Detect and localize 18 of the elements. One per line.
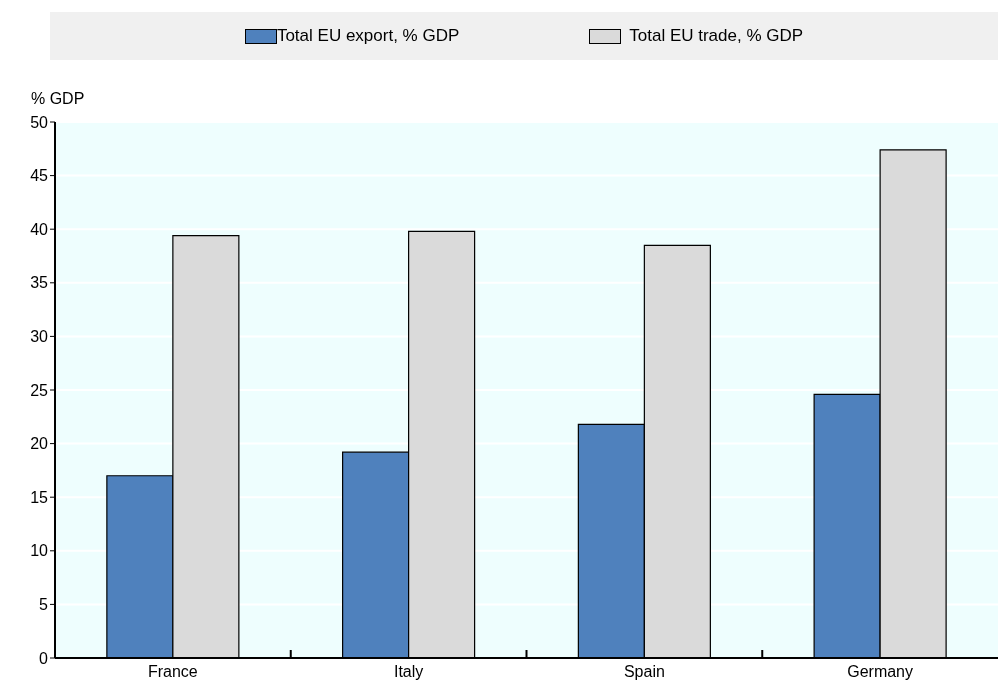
- y-tick-label: 45: [30, 167, 49, 185]
- y-axis-title: % GDP: [31, 90, 85, 108]
- y-tick-label: 40: [30, 220, 49, 238]
- y-tick-label: 50: [30, 113, 49, 131]
- y-tick-label: 35: [30, 274, 49, 292]
- x-tick-label: Italy: [393, 663, 424, 681]
- y-tick-label: 10: [30, 542, 49, 560]
- y-tick-label: 0: [39, 649, 49, 667]
- legend-label: Total EU trade, % GDP: [629, 26, 804, 46]
- y-tick-label: 5: [39, 596, 49, 614]
- legend-label: Total EU export, % GDP: [276, 26, 460, 46]
- x-tick-label: Germany: [847, 663, 914, 681]
- y-tick-label: 15: [30, 488, 49, 506]
- x-tick-label: France: [147, 663, 198, 681]
- x-tick-label: Spain: [623, 663, 665, 681]
- y-tick-label: 20: [30, 435, 49, 453]
- y-tick-label: 30: [30, 328, 49, 346]
- y-tick-label: 25: [30, 381, 49, 399]
